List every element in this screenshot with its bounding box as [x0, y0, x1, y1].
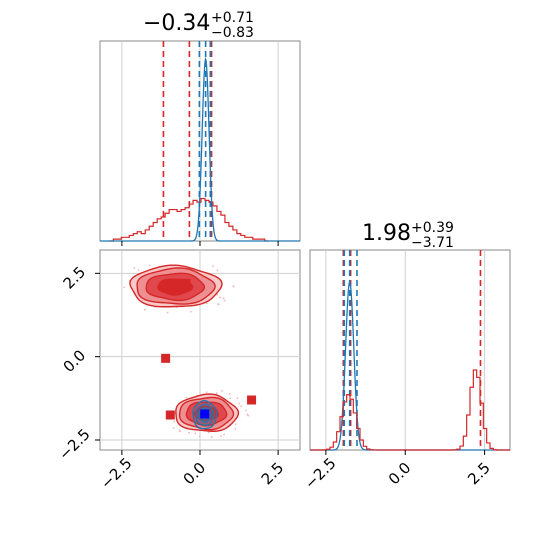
sample-point: [240, 405, 243, 408]
marginal-x-series: [100, 57, 300, 242]
sample-point: [133, 266, 136, 269]
sample-point: [198, 435, 201, 438]
blue-marker: [200, 409, 210, 419]
marginal-y-title-plus: +0.39: [411, 220, 454, 236]
sample-point: [221, 389, 223, 392]
sample-point: [207, 431, 210, 434]
x-tick-label: 2.5: [258, 459, 288, 489]
sample-point: [188, 431, 191, 434]
y-tick-label: 0.0: [60, 346, 90, 376]
joint-points: [161, 278, 257, 420]
sample-point: [228, 392, 231, 395]
x-tick-label: 2.5: [464, 459, 494, 489]
sample-point: [223, 299, 226, 302]
x-tick-label: −2.5: [301, 454, 339, 492]
sample-point: [212, 265, 214, 268]
red-marker: [162, 280, 172, 290]
sample-point: [234, 423, 237, 426]
sample-point: [247, 414, 250, 417]
marginal-y-panel: −2.5 0.0 2.5 1.98 +0.39 −3.71: [301, 220, 511, 493]
sample-point: [123, 286, 126, 289]
sample-point: [189, 310, 192, 313]
marginal-x-title-value: −0.34: [143, 11, 210, 36]
marginal-y-ticks: −2.5 0.0 2.5: [301, 450, 494, 493]
red-marker: [161, 353, 171, 363]
marginal-y-title: 1.98: [362, 221, 411, 246]
sample-point: [185, 396, 188, 399]
marginal-y-title-minus: −3.71: [411, 235, 454, 251]
sample-point: [229, 397, 231, 400]
marginal-x-title: −0.34: [143, 11, 210, 36]
y-tick-label: −2.5: [55, 425, 93, 463]
red-marker: [247, 395, 257, 405]
sample-point: [172, 427, 175, 429]
marginal-y-title-value: 1.98: [362, 221, 411, 246]
x-tick-label: 0.0: [180, 459, 210, 489]
sample-point: [222, 297, 225, 300]
sample-point: [194, 432, 197, 435]
red-marker: [181, 278, 191, 288]
sample-point: [210, 436, 213, 439]
marginal-x-title-plus: +0.71: [211, 10, 254, 26]
marginal-x-ticks: [121, 241, 279, 246]
joint-contours: [129, 264, 240, 432]
x-tick-label: −2.5: [97, 454, 135, 492]
sample-point: [238, 402, 241, 405]
marginal-y-quantile-lines: [342, 250, 482, 450]
y-tick-label: 2.5: [60, 263, 90, 293]
x-tick-label: 0.0: [385, 459, 415, 489]
sample-point: [220, 435, 222, 438]
sample-point: [148, 264, 151, 267]
sample-point: [232, 285, 235, 288]
blue-peak-curve: [100, 57, 300, 242]
sample-point: [219, 296, 221, 299]
joint-panel: −2.5 0.0 2.5 −2.5 0.0 2.5: [55, 249, 301, 493]
sample-point: [143, 308, 146, 311]
sample-point: [216, 269, 219, 272]
sample-point: [137, 269, 140, 271]
sample-point: [217, 303, 220, 306]
marginal-x-title-minus: −0.83: [211, 25, 254, 41]
sample-point: [245, 409, 247, 412]
sample-point: [166, 311, 169, 314]
sample-point: [205, 302, 208, 305]
sample-point: [178, 429, 181, 432]
sample-point: [223, 433, 225, 436]
red-step-histogram: [109, 197, 269, 242]
marginal-x-panel: −0.34 +0.71 −0.83: [99, 10, 301, 246]
marginal-y-grid: [325, 250, 486, 450]
sample-point: [205, 391, 208, 394]
sample-point: [234, 427, 237, 430]
marginal-x-quantile-lines: [162, 41, 213, 241]
sample-point: [173, 420, 176, 423]
sample-point: [236, 397, 239, 400]
red-marker: [165, 410, 175, 420]
